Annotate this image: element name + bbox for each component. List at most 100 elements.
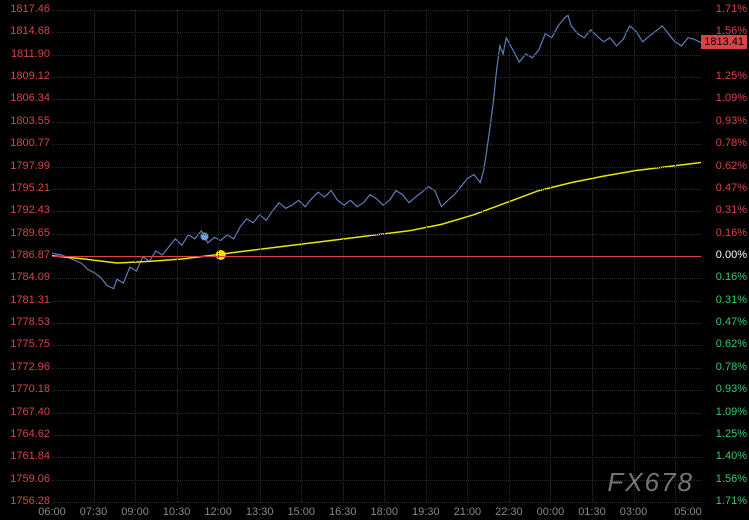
y-left-tick: 1772.96 bbox=[2, 361, 50, 373]
grid-line-v bbox=[94, 10, 95, 502]
grid-line-v bbox=[177, 10, 178, 502]
grid-line-h bbox=[52, 211, 701, 212]
y-left-tick: 1809.12 bbox=[2, 70, 50, 82]
y-left-tick: 1803.55 bbox=[2, 115, 50, 127]
x-tick: 16:30 bbox=[329, 506, 357, 518]
y-right-tick: 0.62% bbox=[716, 338, 747, 350]
y-left-tick: 1770.18 bbox=[2, 383, 50, 395]
grid-line-v bbox=[218, 10, 219, 502]
y-left-tick: 1814.68 bbox=[2, 25, 50, 37]
y-right-tick: 0.93% bbox=[716, 383, 747, 395]
grid-line-h bbox=[52, 122, 701, 123]
grid-line-h bbox=[52, 99, 701, 100]
y-left-tick: 1797.99 bbox=[2, 160, 50, 172]
grid-line-h bbox=[52, 10, 701, 11]
y-left-tick: 1811.90 bbox=[2, 48, 50, 60]
x-tick: 01:30 bbox=[578, 506, 606, 518]
y-right-tick: 1.71% bbox=[716, 3, 747, 15]
grid-line-h bbox=[52, 413, 701, 414]
grid-line-v bbox=[426, 10, 427, 502]
y-right-tick: 0.16% bbox=[716, 271, 747, 283]
grid-line-v bbox=[467, 10, 468, 502]
price-chart: 1817.46 1814.68 1811.90 1809.12 1806.34 1803.… bbox=[0, 0, 749, 520]
grid-line-h bbox=[52, 55, 701, 56]
x-tick: 13:30 bbox=[246, 506, 274, 518]
grid-line-v bbox=[343, 10, 344, 502]
x-tick: 19:30 bbox=[412, 506, 440, 518]
y-right-tick: 0.93% bbox=[716, 115, 747, 127]
grid-line-v bbox=[634, 10, 635, 502]
y-right-tick: 0.62% bbox=[716, 160, 747, 172]
y-left-tick: 1817.46 bbox=[2, 3, 50, 15]
y-right-tick: 1.09% bbox=[716, 406, 747, 418]
y-left-tick: 1784.09 bbox=[2, 271, 50, 283]
y-right-tick: 0.31% bbox=[716, 294, 747, 306]
y-left-tick: 1786.87 bbox=[2, 249, 50, 261]
grid-line-v bbox=[301, 10, 302, 502]
grid-line-h bbox=[52, 435, 701, 436]
y-left-tick: 1761.84 bbox=[2, 450, 50, 462]
y-right-tick: 1.56% bbox=[716, 473, 747, 485]
y-left-tick: 1775.75 bbox=[2, 338, 50, 350]
y-left-tick: 1778.53 bbox=[2, 316, 50, 328]
grid-line-h bbox=[52, 301, 701, 302]
grid-line-h bbox=[52, 323, 701, 324]
x-tick: 22:30 bbox=[495, 506, 523, 518]
grid-line-v bbox=[384, 10, 385, 502]
y-left-tick: 1767.40 bbox=[2, 406, 50, 418]
y-right-tick: 1.40% bbox=[716, 450, 747, 462]
watermark: FX678 bbox=[607, 467, 694, 498]
x-tick: 09:00 bbox=[121, 506, 149, 518]
grid-line-h bbox=[52, 189, 701, 190]
grid-line-h bbox=[52, 480, 701, 481]
x-tick: 00:00 bbox=[537, 506, 565, 518]
current-price-value: 1813.41 bbox=[704, 36, 744, 48]
grid-line-h bbox=[52, 234, 701, 235]
x-tick: 06:00 bbox=[38, 506, 66, 518]
y-right-tick: 1.09% bbox=[716, 92, 747, 104]
grid-line-h bbox=[52, 502, 701, 503]
x-tick: 07:30 bbox=[80, 506, 108, 518]
x-tick: 03:00 bbox=[620, 506, 648, 518]
x-tick: 12:00 bbox=[204, 506, 232, 518]
current-price-badge: 1813.41 bbox=[701, 35, 747, 49]
grid-line-h bbox=[52, 390, 701, 391]
y-right-tick: 0.47% bbox=[716, 182, 747, 194]
x-tick: 15:00 bbox=[287, 506, 315, 518]
grid-line-h bbox=[52, 345, 701, 346]
x-tick: 21:00 bbox=[454, 506, 482, 518]
y-left-tick: 1781.31 bbox=[2, 294, 50, 306]
grid-line-v bbox=[550, 10, 551, 502]
price-line bbox=[52, 15, 701, 288]
grid-line-h bbox=[52, 368, 701, 369]
y-right-tick: 0.16% bbox=[716, 227, 747, 239]
grid-line-h bbox=[52, 32, 701, 33]
x-tick: 05:00 bbox=[674, 506, 702, 518]
grid-line-v bbox=[509, 10, 510, 502]
grid-line-v bbox=[592, 10, 593, 502]
y-right-tick: 1.71% bbox=[716, 495, 747, 507]
ma-line bbox=[52, 163, 701, 264]
grid-line-v bbox=[135, 10, 136, 502]
grid-line-h bbox=[52, 256, 701, 257]
y-right-tick: 1.25% bbox=[716, 70, 747, 82]
grid-line-v bbox=[675, 10, 676, 502]
grid-line-v bbox=[260, 10, 261, 502]
y-left-tick: 1795.21 bbox=[2, 182, 50, 194]
y-left-tick: 1806.34 bbox=[2, 92, 50, 104]
y-right-tick: 0.78% bbox=[716, 137, 747, 149]
y-right-tick: 0.78% bbox=[716, 361, 747, 373]
y-left-tick: 1759.06 bbox=[2, 473, 50, 485]
y-left-tick: 1764.62 bbox=[2, 428, 50, 440]
y-left-tick: 1789.65 bbox=[2, 227, 50, 239]
y-right-tick: 0.00% bbox=[716, 249, 747, 261]
y-right-tick: 0.31% bbox=[716, 204, 747, 216]
x-tick: 10:30 bbox=[163, 506, 191, 518]
y-left-tick: 1792.43 bbox=[2, 204, 50, 216]
grid-line-h bbox=[52, 278, 701, 279]
y-right-tick: 0.47% bbox=[716, 316, 747, 328]
grid-line-h bbox=[52, 167, 701, 168]
grid-line-h bbox=[52, 144, 701, 145]
y-right-tick: 1.25% bbox=[716, 428, 747, 440]
x-tick: 18:00 bbox=[371, 506, 399, 518]
